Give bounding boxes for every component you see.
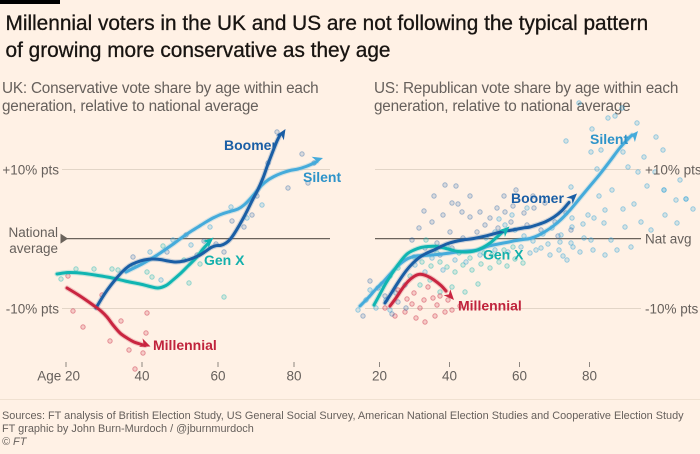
svg-text:-10% pts: -10% pts xyxy=(6,302,60,317)
svg-text:National: National xyxy=(8,225,58,240)
svg-text:80: 80 xyxy=(582,369,597,384)
svg-text:Millennial: Millennial xyxy=(458,298,522,314)
svg-text:80: 80 xyxy=(286,369,301,384)
svg-text:+10% pts: +10% pts xyxy=(2,163,59,178)
svg-text:40: 40 xyxy=(442,369,457,384)
svg-text:Silent: Silent xyxy=(590,131,628,147)
svg-text:60: 60 xyxy=(512,369,527,384)
svg-text:Gen X: Gen X xyxy=(204,252,245,268)
svg-text:-10% pts: -10% pts xyxy=(645,302,699,317)
svg-text:Boomer: Boomer xyxy=(511,190,564,206)
svg-text:+10% pts: +10% pts xyxy=(645,163,700,178)
svg-text:Boomer: Boomer xyxy=(224,137,277,153)
svg-text:Age 20: Age 20 xyxy=(37,369,80,384)
svg-text:Silent: Silent xyxy=(303,169,341,185)
svg-text:40: 40 xyxy=(134,369,149,384)
svg-text:Millennial: Millennial xyxy=(153,337,217,353)
svg-text:Gen X: Gen X xyxy=(483,247,524,263)
svg-text:Nat avg: Nat avg xyxy=(645,232,692,247)
svg-text:average: average xyxy=(9,241,58,256)
svg-text:60: 60 xyxy=(210,369,225,384)
svg-text:20: 20 xyxy=(372,369,387,384)
